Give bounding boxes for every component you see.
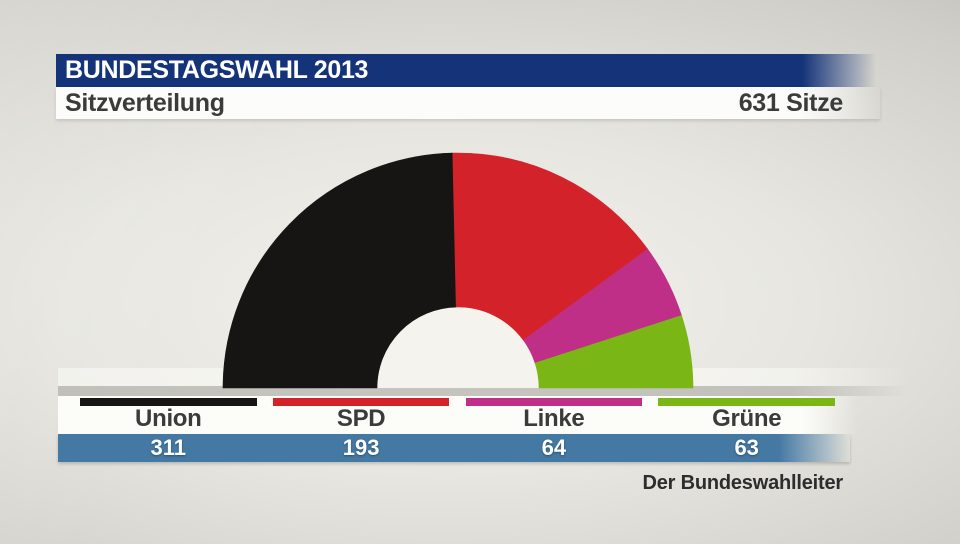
legend-label: Grüne <box>712 405 782 432</box>
donut-segment-grüne <box>534 315 694 389</box>
seat-count: 193 <box>342 435 380 460</box>
total-seats: 631 Sitze <box>738 89 844 117</box>
legend-label: SPD <box>336 405 386 432</box>
chart-floor-shadow <box>58 386 908 396</box>
page-title: BUNDESTAGSWAHL 2013 <box>65 56 369 84</box>
title-bar: BUNDESTAGSWAHL 2013 <box>56 54 876 87</box>
seat-count: 311 <box>150 435 187 460</box>
chart-subtitle: Sitzverteilung <box>65 89 225 117</box>
legend-item: Union <box>80 396 257 434</box>
donut-segment-union <box>222 152 457 389</box>
values-bar: 311 193 64 63 <box>58 434 850 462</box>
legend-item: Grüne <box>658 396 835 434</box>
legend-bar: Union SPD Linke Grüne <box>58 396 858 434</box>
legend-label: Union <box>135 405 202 432</box>
legend-swatch <box>465 398 643 406</box>
legend-item: Linke <box>465 396 643 434</box>
legend-swatch <box>658 398 835 406</box>
legend-swatch <box>272 398 450 406</box>
legend-swatch <box>80 398 257 406</box>
legend-label: Linke <box>523 405 585 432</box>
donut-segment-spd <box>452 152 648 341</box>
donut-hole <box>377 307 539 388</box>
seat-count: 63 <box>734 435 759 460</box>
legend-item: SPD <box>272 396 450 434</box>
source-credit: Der Bundeswahlleiter <box>642 472 843 494</box>
subtitle-bar: Sitzverteilung 631 Sitze <box>56 87 880 119</box>
seat-count: 64 <box>541 435 567 460</box>
